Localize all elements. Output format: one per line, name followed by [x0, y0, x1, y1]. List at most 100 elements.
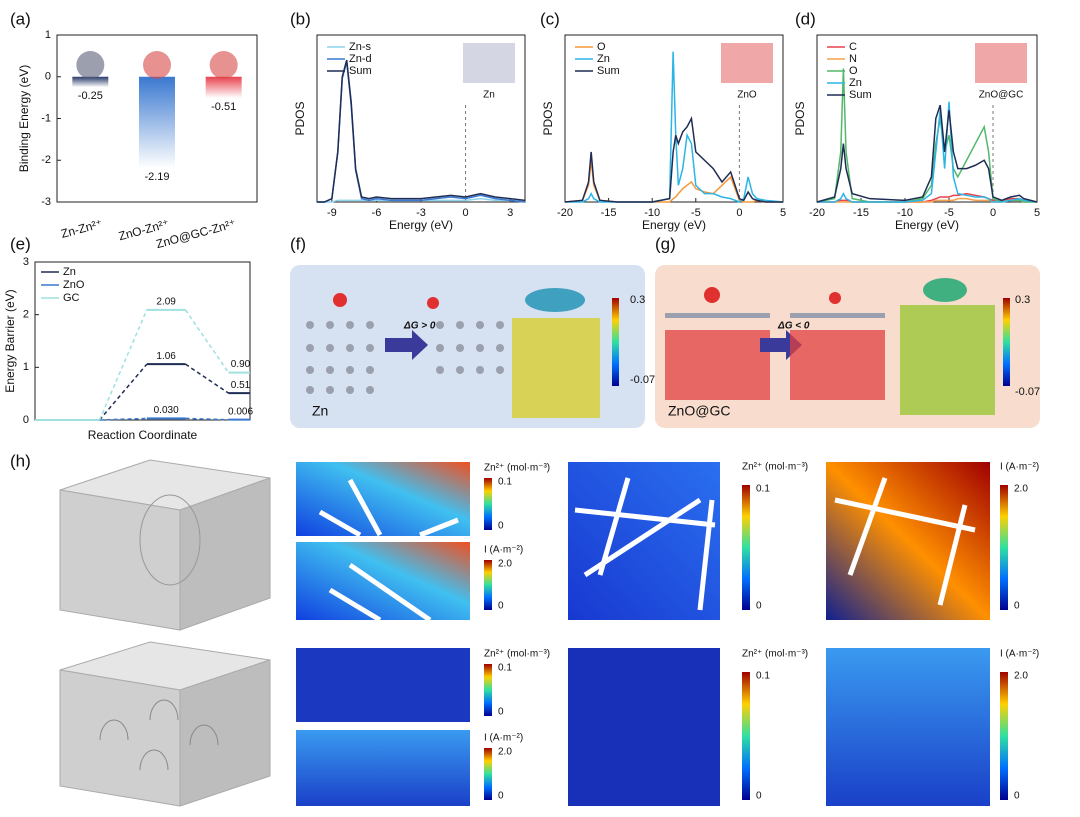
panel-label: (b)	[290, 9, 311, 28]
y-tick-label: 1	[23, 361, 29, 373]
x-tick-label: -10	[897, 207, 913, 219]
connector	[185, 417, 229, 421]
colorbar-max: 0.1	[498, 477, 512, 488]
x-tick-label: -15	[853, 207, 869, 219]
value-label: 0.51	[231, 380, 251, 391]
value-label: -2.19	[144, 171, 169, 183]
colorbar-min: 0	[498, 791, 504, 802]
legend-label: Zn	[849, 77, 862, 89]
colorbar	[1000, 485, 1008, 610]
annotation: ZnO@GC	[979, 90, 1024, 101]
x-tick-label: 0	[463, 207, 469, 219]
colorbar-title: Zn²⁺ (mol·m⁻³)	[742, 649, 808, 660]
y-axis-label: PDOS	[293, 101, 307, 135]
colorbar-title: I (A·m⁻²)	[484, 545, 523, 556]
y-axis-label: Binding Energy (eV)	[17, 65, 31, 172]
colorbar-max: 0.3	[630, 294, 645, 306]
legend-label: Zn	[597, 53, 610, 65]
x-tick-label: 0	[990, 207, 996, 219]
connector	[185, 363, 229, 394]
x-tick-label: -9	[327, 207, 337, 219]
panel-label: (e)	[10, 234, 31, 253]
y-tick-label: -1	[41, 112, 51, 124]
pdos-line	[816, 104, 1038, 203]
h-maps	[296, 462, 990, 806]
bar	[205, 76, 242, 99]
x-tick-label: 5	[780, 207, 786, 219]
value-label: 0.90	[231, 359, 251, 370]
panel-f-art	[306, 288, 619, 418]
colorbar-min: 0	[498, 601, 504, 612]
panel-label: (f)	[290, 234, 306, 253]
colorbar-title: Zn²⁺ (mol·m⁻³)	[484, 463, 550, 474]
colorbar-title: I (A·m⁻²)	[1000, 462, 1039, 473]
connector	[184, 309, 230, 374]
panel-g-art	[665, 278, 1010, 415]
connector	[98, 363, 148, 421]
y-tick-label: -3	[41, 196, 51, 208]
panel-label: (c)	[540, 9, 560, 28]
connector	[99, 417, 147, 421]
x-axis-label: Energy (eV)	[389, 218, 453, 232]
x-tick-label: -5	[944, 207, 954, 219]
structure-label: ZnO@GC	[668, 403, 730, 419]
panel-label: (a)	[10, 9, 31, 28]
structure-label: Zn	[312, 403, 328, 419]
colorbar-max: 2.0	[498, 747, 512, 758]
delta-g-label: ΔG > 0	[403, 321, 436, 332]
y-tick-label: 2	[23, 309, 29, 321]
legend-label: Sum	[597, 65, 620, 77]
colorbar-min: 0	[498, 707, 504, 718]
legend-label: O	[849, 65, 858, 77]
x-tick-label: 0	[736, 207, 742, 219]
colorbar	[484, 664, 492, 716]
pdos-line	[564, 116, 783, 203]
pdos-line	[317, 197, 526, 203]
colorbar-max: 0.3	[1015, 294, 1030, 306]
colorbar-title: Zn²⁺ (mol·m⁻³)	[742, 462, 808, 473]
connector	[98, 309, 148, 421]
y-tick-label: 1	[45, 29, 51, 41]
colorbar-max: 0.1	[756, 671, 770, 682]
annotation: ZnO	[737, 90, 757, 101]
colorbar	[484, 478, 492, 530]
colorbar	[1000, 672, 1008, 800]
y-tick-label: -2	[41, 154, 51, 166]
value-label: -0.25	[78, 90, 103, 102]
colorbar-max: 0.1	[498, 663, 512, 674]
x-axis-label: Energy (eV)	[895, 218, 959, 232]
structure-icon	[975, 43, 1027, 83]
panel-label: (g)	[655, 234, 676, 253]
y-tick-label: 0	[45, 71, 51, 83]
legend-label: C	[849, 41, 857, 53]
annotation: Zn	[483, 90, 495, 101]
x-axis-label: Reaction Coordinate	[88, 428, 198, 442]
colorbar-max: 0.1	[756, 484, 770, 495]
structure-icon	[209, 51, 238, 79]
colorbar-min: -0.07	[630, 374, 655, 386]
y-axis-label: PDOS	[541, 101, 555, 135]
colorbar	[742, 485, 750, 610]
h-3d-boxes	[59, 459, 271, 807]
colorbar	[484, 560, 492, 610]
colorbar-min: -0.07	[1015, 386, 1040, 398]
colorbar-title: I (A·m⁻²)	[1000, 649, 1039, 660]
panel-label: (h)	[10, 451, 31, 470]
colorbar-title: I (A·m⁻²)	[484, 733, 523, 744]
x-tick-label: -20	[557, 207, 573, 219]
pdos-line	[565, 51, 784, 203]
colorbar-min: 0	[756, 791, 762, 802]
legend-label: Zn	[63, 266, 76, 278]
x-axis-label: Energy (eV)	[642, 218, 706, 232]
panel-label: (d)	[795, 9, 816, 28]
colorbar-min: 0	[498, 521, 504, 532]
colorbar	[742, 672, 750, 800]
value-label: 0.030	[154, 405, 179, 416]
legend-label: Sum	[349, 65, 372, 77]
delta-g-label: ΔG < 0	[777, 321, 810, 332]
x-tick-label: -6	[372, 207, 382, 219]
legend-label: Zn-d	[349, 53, 372, 65]
colorbar	[484, 748, 492, 800]
x-tick-label: Zn-Zn²⁺	[59, 216, 104, 240]
